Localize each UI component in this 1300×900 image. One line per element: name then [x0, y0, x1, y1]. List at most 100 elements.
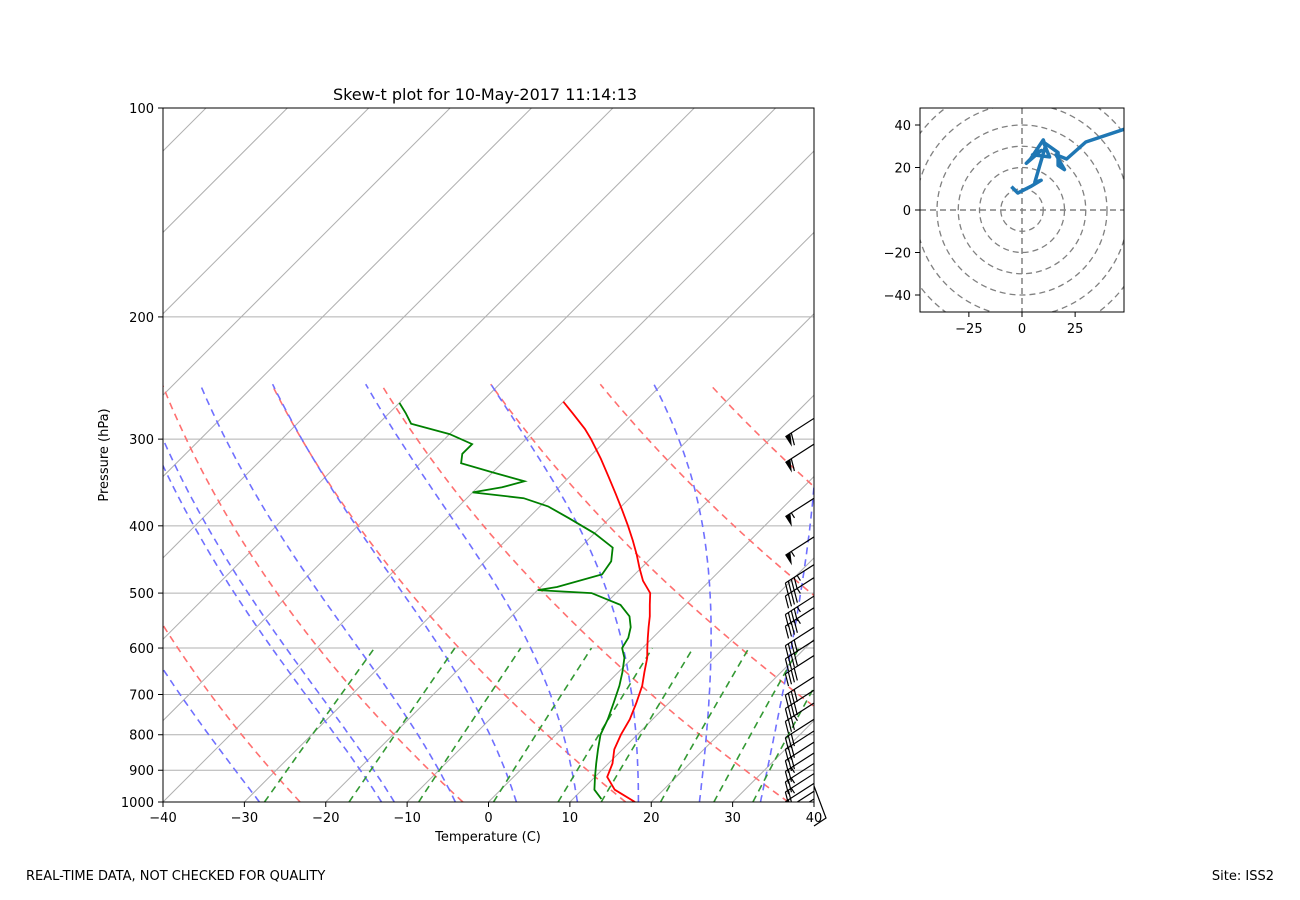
hodograph-x-tick-label: −25 [955, 322, 982, 337]
hodograph-ring [936, 124, 1108, 296]
barb-full [784, 626, 790, 639]
barb-staff [785, 654, 814, 675]
barb-full [790, 458, 795, 472]
wind-barb [784, 689, 814, 721]
barb-staff [785, 762, 814, 783]
wind-barb [784, 752, 814, 784]
wind-barb [784, 702, 814, 734]
barb-staff [785, 730, 814, 750]
wind-barb [784, 654, 814, 687]
wind-barb [784, 626, 814, 659]
y-tick-label: 400 [129, 520, 154, 535]
isotherm-line [732, 719, 814, 802]
mixing-ratio-line [600, 647, 694, 802]
barb-full [785, 810, 788, 822]
isotherm-line [244, 231, 814, 802]
hodograph-panel: −25 0 25 −40 −20 0 20 40 [884, 107, 1125, 337]
y-tick-label: 500 [129, 587, 154, 602]
barb-full [787, 769, 793, 782]
wind-barb [785, 790, 814, 822]
dry-adiabat [380, 383, 789, 802]
barb-full [793, 620, 798, 633]
wind-barb [785, 443, 814, 473]
hodograph-x-ticks: −25 0 25 [955, 312, 1083, 337]
barb-full [784, 582, 790, 596]
wind-barb-surface [813, 785, 827, 827]
hodograph-line [1010, 127, 1124, 195]
isotherm-line [813, 801, 814, 802]
barb-full [787, 643, 793, 657]
barb-full [793, 639, 798, 653]
wind-barb [784, 741, 814, 773]
y-tick-label: 100 [129, 102, 154, 117]
barb-flag [785, 433, 792, 447]
barb-full [787, 758, 793, 772]
isotherm-line [163, 108, 776, 722]
barb-half [796, 618, 801, 624]
quality-disclaimer: REAL-TIME DATA, NOT CHECKED FOR QUALITY [26, 869, 326, 884]
isotherm-line [325, 313, 814, 802]
barb-full [787, 719, 793, 732]
dry-adiabat [599, 383, 814, 597]
wind-barb [784, 762, 814, 795]
x-tick-label: −40 [149, 811, 176, 826]
dry-adiabat [163, 384, 464, 802]
wind-barb [785, 497, 814, 527]
chart-title: Skew-t plot for 10-May-2017 11:14:13 [333, 85, 637, 104]
barb-full [790, 691, 795, 704]
hodograph-x-tick-label: 25 [1067, 322, 1084, 337]
barb-full [790, 717, 795, 730]
wind-barb [785, 536, 814, 566]
hodograph-y-tick-label: 40 [894, 119, 911, 134]
x-tick-label: 40 [806, 811, 823, 826]
y-tick-label: 800 [129, 729, 154, 744]
barb-staff [785, 752, 814, 772]
barb-full [787, 779, 793, 793]
barb-full [784, 658, 790, 672]
y-axis-label: Pressure (hPa) [97, 408, 112, 501]
y-tick-label: 900 [129, 764, 154, 779]
dry-adiabat [163, 623, 301, 802]
barb-half [796, 606, 801, 613]
barb-staff [796, 790, 814, 802]
sounding-traces [398, 401, 652, 802]
barb-full [790, 622, 795, 635]
isotherm-line [650, 638, 814, 802]
skewt-plot-area [163, 108, 814, 822]
mixing-ratio-line [713, 647, 800, 802]
barb-flag [785, 459, 792, 473]
wind-barb [784, 782, 814, 802]
x-tick-label: 10 [562, 811, 579, 826]
y-tick-label: 1000 [121, 796, 154, 811]
barb-half [790, 767, 796, 773]
wind-barb [784, 564, 814, 596]
isotherm-line [163, 108, 288, 234]
barb-full [793, 689, 798, 702]
moist-adiabat [163, 667, 261, 802]
barb-full [787, 789, 793, 802]
barb-staff [785, 676, 814, 696]
barb-staff [785, 595, 814, 615]
barb-full [787, 693, 793, 706]
mixing-ratio-line [348, 647, 456, 802]
barb-full [790, 592, 795, 605]
barb-staff [785, 773, 814, 793]
barb-staff [785, 607, 814, 627]
barb-half [790, 551, 796, 557]
wind-barb [784, 577, 814, 609]
isotherm-line [163, 108, 370, 315]
y-axis-ticks: 100 200 300 400 500 600 700 800 900 1000 [121, 102, 163, 811]
wind-barbs-overflow [813, 785, 827, 827]
dry-adiabat-lines [163, 383, 814, 802]
barb-full [788, 808, 791, 820]
x-tick-label: 0 [484, 811, 492, 826]
barb-staff [785, 577, 814, 597]
barb-half [790, 787, 796, 794]
barb-full [784, 645, 790, 659]
barb-staff [785, 689, 814, 710]
barb-flag [785, 552, 792, 566]
mixing-ratio-lines [263, 647, 814, 802]
wind-barb [785, 417, 814, 447]
mixing-ratio-line [659, 647, 750, 802]
